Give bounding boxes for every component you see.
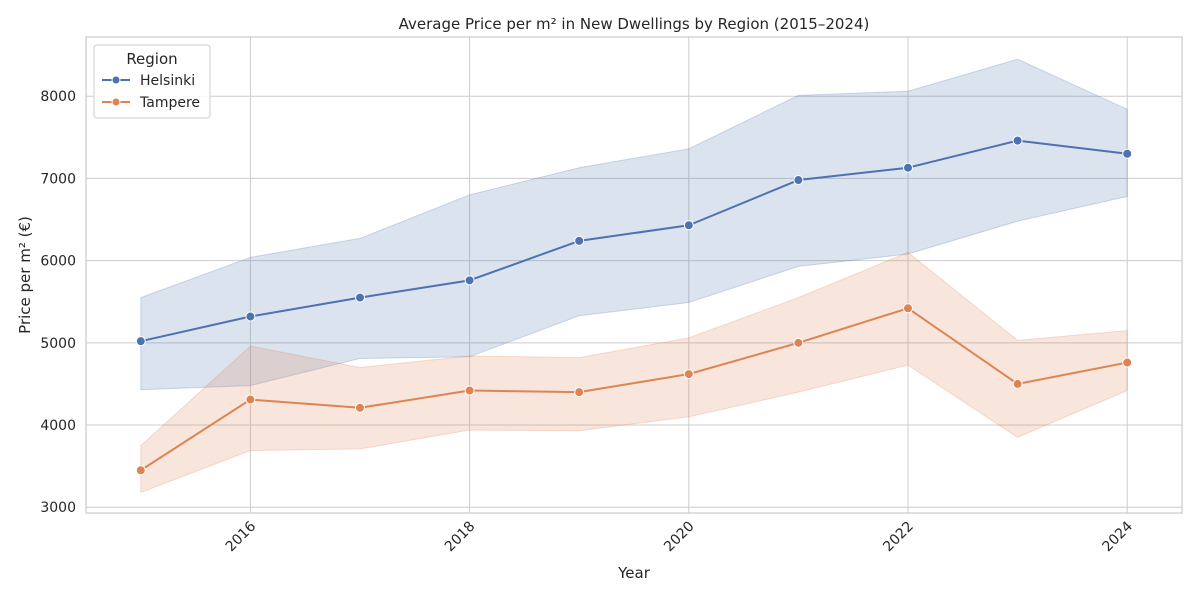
tampere-point [683, 369, 694, 380]
helsinki-point [903, 162, 913, 173]
y-tick-label: 3000 [40, 500, 76, 516]
tampere-point [903, 303, 913, 314]
helsinki-confidence-band [140, 58, 1128, 391]
x-tick-labels: 2016 2018 2020 2022 2024 [223, 518, 1136, 555]
tampere-point [464, 385, 475, 396]
tampere-line [140, 307, 1128, 472]
helsinki-point [574, 235, 585, 246]
helsinki-point [1122, 148, 1133, 159]
y-tick-label: 7000 [40, 171, 76, 187]
tampere-point [574, 387, 585, 398]
y-tick-label: 6000 [40, 254, 76, 270]
helsinki-point [355, 292, 365, 303]
plot-frame [85, 36, 1183, 514]
legend: Region Helsinki Tampere [93, 44, 211, 119]
y-tick-label: 4000 [40, 418, 76, 434]
grid-layer [86, 37, 1182, 513]
x-axis-label: Year [617, 564, 651, 582]
chart-title: Average Price per m² in New Dwellings by… [399, 15, 870, 33]
y-tick-label: 8000 [40, 89, 76, 105]
helsinki-line [140, 139, 1128, 343]
x-tick-label: 2018 [442, 519, 479, 556]
helsinki-point [135, 336, 146, 347]
tampere-point [245, 394, 256, 405]
x-tick-label: 2020 [661, 519, 698, 556]
helsinki-point [1012, 135, 1023, 146]
tampere-point [1122, 357, 1133, 368]
confidence-bands [140, 58, 1128, 494]
x-tick-label: 2022 [880, 519, 917, 556]
helsinki-legend-marker [111, 75, 121, 85]
x-tick-label: 2024 [1100, 518, 1137, 555]
y-tick-labels: 3000 4000 5000 6000 7000 8000 [40, 89, 76, 516]
tampere-legend-label: Tampere [139, 95, 200, 111]
y-tick-label: 5000 [40, 336, 76, 352]
helsinki-point [464, 275, 475, 286]
tampere-confidence-band [140, 251, 1128, 494]
x-tick-label: 2016 [223, 518, 260, 555]
series-lines [140, 139, 1128, 472]
helsinki-point [683, 220, 694, 231]
tampere-legend-marker [111, 97, 121, 107]
y-axis-label: Price per m² (€) [16, 216, 34, 334]
helsinki-point [245, 311, 256, 322]
tampere-point [793, 337, 804, 348]
legend-entries: Helsinki Tampere [102, 73, 200, 111]
tampere-point [355, 402, 365, 413]
legend-title: Region [126, 50, 177, 68]
tampere-point [1012, 378, 1023, 389]
legend-box [93, 44, 211, 119]
series-points [135, 135, 1133, 476]
tampere-point [135, 465, 146, 476]
helsinki-point [793, 175, 804, 186]
helsinki-legend-label: Helsinki [140, 73, 195, 89]
